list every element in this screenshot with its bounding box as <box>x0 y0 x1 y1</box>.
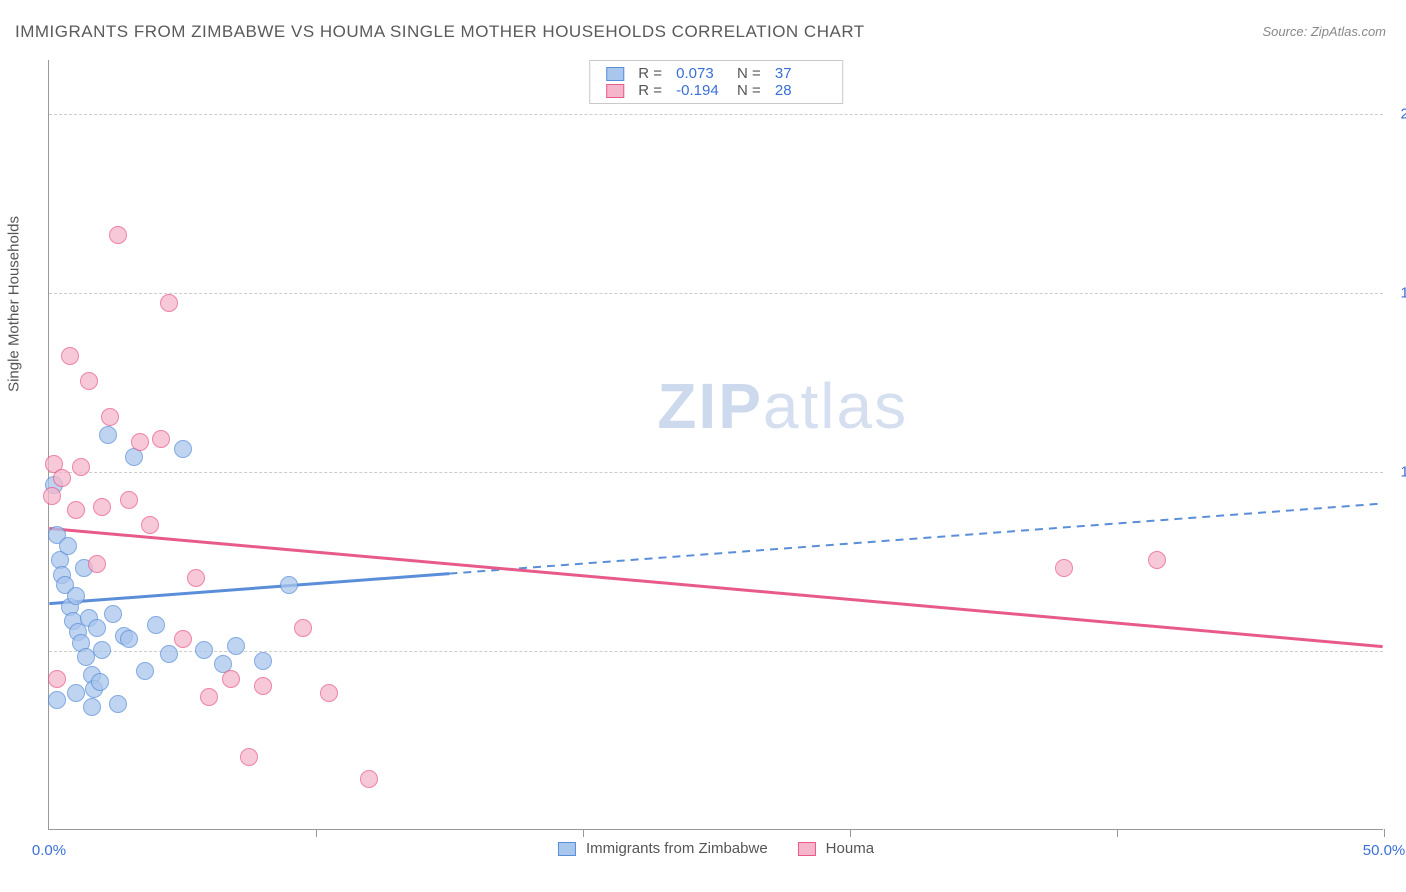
scatter-point <box>48 691 66 709</box>
gridline <box>49 114 1383 115</box>
legend-item: Houma <box>798 840 874 857</box>
scatter-point <box>320 684 338 702</box>
x-tick <box>1117 829 1118 837</box>
swatch-icon <box>606 67 624 81</box>
scatter-point <box>120 630 138 648</box>
scatter-point <box>83 698 101 716</box>
trend-line-solid <box>49 574 449 604</box>
scatter-point <box>59 537 77 555</box>
x-tick <box>850 829 851 837</box>
x-tick <box>583 829 584 837</box>
y-tick-label: 10.0% <box>1388 463 1406 480</box>
scatter-point <box>280 576 298 594</box>
scatter-point <box>109 226 127 244</box>
r-label: R = <box>638 65 662 82</box>
gridline <box>49 472 1383 473</box>
y-tick-label: 20.0% <box>1388 105 1406 122</box>
scatter-point <box>91 673 109 691</box>
trend-line-solid <box>49 529 1382 647</box>
x-tick <box>316 829 317 837</box>
legend-item: Immigrants from Zimbabwe <box>558 840 768 857</box>
scatter-point <box>1148 551 1166 569</box>
scatter-point <box>195 641 213 659</box>
scatter-point <box>174 630 192 648</box>
scatter-point <box>80 372 98 390</box>
stats-box: R = 0.073 N = 37R = -0.194 N = 28 <box>589 60 843 104</box>
x-tick-label: 50.0% <box>1363 842 1406 859</box>
scatter-point <box>101 408 119 426</box>
scatter-point <box>104 605 122 623</box>
legend-label: Houma <box>826 840 874 857</box>
scatter-point <box>254 652 272 670</box>
bottom-legend: Immigrants from Zimbabwe Houma <box>558 840 874 857</box>
scatter-point <box>240 748 258 766</box>
scatter-point <box>360 770 378 788</box>
x-tick-label: 0.0% <box>32 842 66 859</box>
x-tick <box>1384 829 1385 837</box>
scatter-point <box>53 469 71 487</box>
n-value: 28 <box>771 82 826 99</box>
n-value: 37 <box>771 65 826 82</box>
watermark-atlas: atlas <box>763 370 908 442</box>
scatter-point <box>48 670 66 688</box>
y-tick-label: 5.0% <box>1388 642 1406 659</box>
scatter-point <box>93 641 111 659</box>
scatter-point <box>136 662 154 680</box>
r-value: 0.073 <box>672 65 727 82</box>
r-value: -0.194 <box>672 82 727 99</box>
gridline <box>49 651 1383 652</box>
legend-label: Immigrants from Zimbabwe <box>586 840 768 857</box>
scatter-point <box>174 440 192 458</box>
scatter-point <box>67 587 85 605</box>
scatter-point <box>88 619 106 637</box>
scatter-point <box>160 294 178 312</box>
scatter-point <box>120 491 138 509</box>
watermark: ZIPatlas <box>657 369 908 443</box>
n-label: N = <box>737 82 761 99</box>
chart-title: IMMIGRANTS FROM ZIMBABWE VS HOUMA SINGLE… <box>15 22 865 42</box>
y-tick-label: 15.0% <box>1388 284 1406 301</box>
scatter-point <box>99 426 117 444</box>
scatter-point <box>93 498 111 516</box>
swatch-icon <box>558 842 576 856</box>
scatter-point <box>222 670 240 688</box>
scatter-point <box>141 516 159 534</box>
swatch-icon <box>798 842 816 856</box>
stats-row: R = 0.073 N = 37 <box>606 65 826 82</box>
n-label: N = <box>737 65 761 82</box>
stats-row: R = -0.194 N = 28 <box>606 82 826 99</box>
scatter-point <box>67 684 85 702</box>
scatter-point <box>131 433 149 451</box>
scatter-point <box>187 569 205 587</box>
trend-lines-layer <box>49 60 1383 829</box>
scatter-point <box>294 619 312 637</box>
scatter-point <box>67 501 85 519</box>
swatch-icon <box>606 84 624 98</box>
scatter-point <box>227 637 245 655</box>
scatter-point <box>43 487 61 505</box>
y-axis-label: Single Mother Households <box>6 215 23 391</box>
scatter-point <box>61 347 79 365</box>
scatter-point <box>109 695 127 713</box>
scatter-point <box>152 430 170 448</box>
scatter-point <box>72 458 90 476</box>
r-label: R = <box>638 82 662 99</box>
gridline <box>49 293 1383 294</box>
source-attribution: Source: ZipAtlas.com <box>1262 24 1386 39</box>
scatter-point <box>147 616 165 634</box>
scatter-point <box>160 645 178 663</box>
scatter-point <box>88 555 106 573</box>
trend-line-dashed <box>449 504 1382 574</box>
watermark-zip: ZIP <box>657 370 763 442</box>
plot-area: ZIPatlas Single Mother Households R = 0.… <box>48 60 1383 830</box>
scatter-point <box>1055 559 1073 577</box>
scatter-point <box>254 677 272 695</box>
scatter-point <box>200 688 218 706</box>
